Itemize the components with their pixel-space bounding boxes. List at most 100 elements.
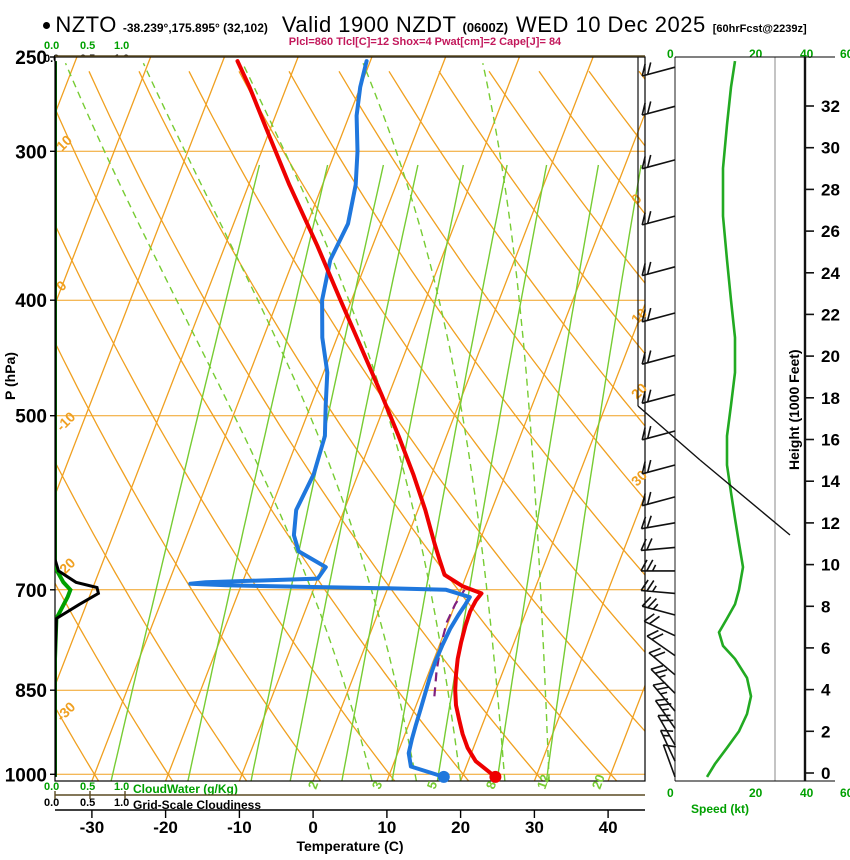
cloudiness-tick-bot-0: 0.0: [44, 797, 60, 809]
cloudwater-trace: [55, 61, 73, 777]
pressure-tick-label-400: 400: [15, 291, 47, 312]
barb-shaft: [641, 312, 676, 323]
cloudwater-tick-bot-1: 0.5: [80, 781, 96, 793]
temperature-tick-label-40: 40: [599, 818, 618, 837]
barb-full: [641, 263, 646, 276]
barb-full: [641, 461, 646, 474]
mixing-ratio-3: [289, 164, 419, 781]
isotherm-10: [386, 111, 645, 781]
barb-full: [641, 351, 646, 365]
barb-shaft: [641, 159, 676, 170]
height-tick-label-14: 14: [821, 472, 840, 491]
height-tick-label-8: 8: [821, 597, 830, 616]
isotherm--20: [164, 57, 447, 781]
mixing-ratio-2: [250, 164, 385, 781]
temperature-tick-label-30: 30: [525, 818, 544, 837]
isotherm-30: [533, 493, 645, 781]
isotherm--80: [0, 57, 3, 781]
forecast-tag: [60hrFcst@2239z]: [712, 23, 807, 35]
cloudiness-curve: [55, 61, 101, 777]
speed-tick-bot-2: 40: [800, 786, 814, 800]
barb-full: [641, 212, 646, 226]
isotherm-0: [312, 57, 594, 781]
barb-shaft: [650, 668, 676, 694]
barb-full: [653, 651, 666, 658]
barb-full: [646, 101, 652, 114]
isotherm-20: [459, 302, 645, 781]
wind-panel: [637, 56, 835, 782]
wind-speed-curve: [705, 60, 753, 778]
plot-background: [55, 57, 645, 781]
barb-shaft: [641, 66, 676, 77]
cloudiness-axis-title: Grid-Scale Cloudiness: [133, 798, 262, 812]
dry-adiabat-90: [388, 70, 645, 427]
barb-full: [646, 629, 659, 637]
moist-adiabat-lines: [64, 62, 550, 781]
barb-full: [646, 491, 652, 505]
cloudwater-tick-top-2: 1.0: [114, 40, 130, 52]
height-tick-label-18: 18: [821, 389, 840, 408]
height-tick-label-2: 2: [821, 722, 830, 741]
barb-full: [646, 62, 652, 75]
mixing-ratio-lines: [110, 164, 642, 781]
wind-panel-slant-2: [699, 459, 791, 536]
wind-barbs: [640, 62, 676, 778]
wind-barb-255: [641, 62, 676, 77]
barb-shaft: [648, 652, 676, 676]
barb-full: [646, 261, 652, 275]
height-tick-label-6: 6: [821, 639, 830, 658]
cloudiness-trace: [55, 61, 101, 777]
barb-half: [658, 674, 666, 679]
pressure-tick-label-1000: 1000: [5, 765, 47, 786]
wind-barb-735: [641, 596, 676, 616]
cloudwater-tick-bot-2: 1.0: [114, 781, 130, 793]
barb-shaft: [659, 730, 676, 762]
isotherm--60: [55, 57, 152, 306]
barb-shaft: [646, 635, 676, 657]
wind-barb-855: [650, 664, 676, 694]
mixing-ratio-12: [436, 164, 548, 781]
barb-full: [646, 154, 652, 168]
height-tick-label-24: 24: [821, 264, 840, 283]
mixing-ratio-label-3: 8: [483, 779, 500, 791]
barb-full: [640, 559, 648, 572]
valid-date: WED 10 Dec 2025: [516, 12, 706, 37]
dry-adiabat-0: [55, 341, 322, 781]
barb-shaft: [641, 605, 676, 616]
barb-full: [640, 538, 647, 551]
temperature-tick-label-10: 10: [377, 818, 396, 837]
moist-adiabat-26: [362, 62, 506, 781]
cloudwater-tick-top-1: 0.5: [80, 40, 96, 52]
barb-full: [641, 63, 646, 77]
barb-full: [656, 686, 670, 691]
wind-barb-1005: [662, 744, 676, 778]
moist-adiabat-8: [64, 62, 373, 781]
wind-barb-645: [640, 538, 676, 552]
mixing-ratio-label-2: 5: [424, 779, 441, 791]
pressure-tick-label-700: 700: [15, 581, 47, 602]
barb-shaft: [643, 620, 676, 637]
speed-axis-title: Speed (kt): [690, 802, 749, 816]
cloudwater-curve: [55, 61, 73, 777]
barb-full: [648, 647, 661, 654]
station-dot-icon: [43, 22, 51, 30]
wind-barb-515: [641, 425, 676, 441]
barb-full: [647, 598, 657, 609]
barb-shaft: [662, 744, 676, 778]
dry-adiabat-110: [488, 70, 645, 285]
speed-tick-bot-0: 0: [667, 786, 674, 800]
dry-adiabat--30: [55, 705, 100, 781]
dry-adiabat--20: [55, 581, 174, 781]
cloudiness-tick-bot-2: 1.0: [114, 797, 130, 809]
isotherm--40: [55, 57, 299, 688]
height-tick-label-28: 28: [821, 180, 840, 199]
barb-shaft: [641, 354, 676, 365]
wind-barb-825: [648, 647, 676, 676]
cloudwater-tick-bot-0: 0.0: [44, 781, 60, 793]
height-tick-label-0: 0: [821, 764, 830, 783]
isotherm--10: [238, 57, 521, 781]
height-tick-label-4: 4: [821, 681, 831, 700]
barb-full: [646, 350, 652, 363]
